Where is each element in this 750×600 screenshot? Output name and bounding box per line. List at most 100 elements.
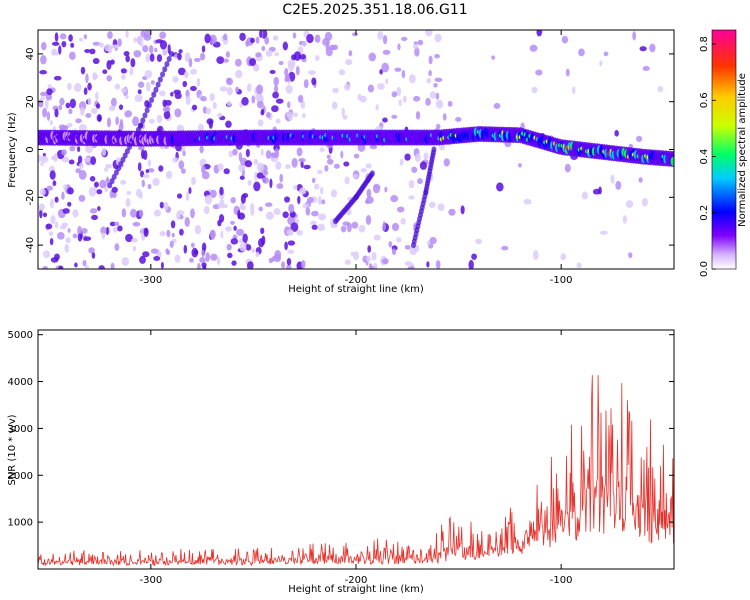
heatmap-cell [216,256,221,266]
heatmap-cell [51,41,60,46]
heatmap-cell [150,248,159,254]
heatmap-cell [239,242,247,252]
heatmap-cell [223,58,229,63]
heatmap-cell [68,34,73,42]
heatmap-cell [303,79,309,89]
heatmap-cell [50,215,56,225]
heatmap-cell [190,68,197,75]
heatmap-cell [49,119,53,126]
heatmap-cell [435,99,444,109]
heatmap-cell [614,129,619,137]
heatmap-cell [429,91,437,99]
heatmap-cell [641,197,648,207]
heatmap-cell [142,45,149,53]
heatmap-cell [428,70,432,77]
heatmap-cell [628,252,633,259]
heatmap-cell [265,211,274,220]
heatmap-cell [139,255,146,264]
heatmap-cell [69,98,76,109]
heatmap-cell [373,234,381,241]
heatmap-cell [145,53,151,63]
heatmap-cell [250,203,255,210]
heatmap-cell [326,41,330,50]
heatmap-cell [144,107,150,114]
heatmap-cell [382,221,386,231]
heatmap-cell [603,51,609,57]
heatmap-cell [132,245,137,252]
heatmap-cell [455,117,462,122]
colorbar-tick-label: 0.6 [699,92,710,108]
heatmap-cell [168,50,174,57]
heatmap-cell [121,74,126,80]
heatmap-cell [253,181,261,192]
heatmap-cell [97,206,101,211]
heatmap-cell [260,148,264,156]
heatmap-cell [159,31,167,39]
heatmap-cell [352,251,360,261]
heatmap-cell [367,84,375,93]
heatmap-cell [185,191,190,202]
colorbar-tick-label: 0.2 [699,205,710,221]
heatmap-cell [67,187,74,195]
heatmap-cell [147,159,152,167]
heatmap-cell [439,143,445,151]
heatmap-cell [536,30,543,37]
heatmap-cell [357,93,362,101]
heatmap-cell [225,51,230,58]
heatmap-cell [434,33,442,43]
heatmap-cell [92,72,97,81]
heatmap-cell [301,260,306,269]
heatmap-cell [166,229,171,238]
y-tick-label: -20 [25,189,36,205]
heatmap-cell [67,82,72,91]
heatmap-cell [80,106,85,116]
heatmap-cell [288,111,293,121]
heatmap-cell [68,51,76,61]
heatmap-cell [240,194,246,204]
heatmap-cell [49,170,56,180]
heatmap-cell [346,222,352,233]
heatmap-cell [244,160,253,168]
heatmap-cell [142,173,150,179]
heatmap-cell [212,101,217,110]
heatmap-cell [39,208,43,219]
heatmap-cell [321,199,326,205]
heatmap-cell [284,68,289,77]
heatmap-cell [199,257,206,263]
heatmap-cell [138,122,144,129]
heatmap-cell [89,48,96,55]
heatmap-cell [42,189,46,195]
heatmap-cell [200,96,207,102]
heatmap-cell [302,113,306,119]
heatmap-cell [68,159,75,165]
y-tick-label: 40 [25,48,36,61]
heatmap-cell [447,100,453,107]
heatmap-cell [52,126,57,131]
heatmap-cell [260,227,265,235]
heatmap-cell [52,180,57,187]
heatmap-cell [423,152,429,160]
heatmap-cell [249,58,257,66]
heatmap-cell [625,200,634,209]
heatmap-cell [166,249,171,256]
heatmap-cell [63,184,68,190]
heatmap-cell [642,65,650,72]
heatmap-cell [275,118,281,124]
heatmap-cell [419,161,427,170]
heatmap-cell [88,247,95,254]
heatmap-cell [307,196,314,204]
heatmap-cell [223,33,228,41]
heatmap-cell [235,58,242,67]
heatmap-cell [57,231,65,240]
heatmap-cell [160,261,164,269]
heatmap-cell [51,155,57,161]
heatmap-cell [142,251,150,258]
heatmap-cell [58,265,64,269]
heatmap-cell [145,169,149,174]
heatmap-cell [535,69,543,76]
heatmap-cell [401,70,406,79]
heatmap-cell [428,201,436,209]
x-tick-label: -300 [139,275,162,286]
heatmap-cell [117,38,122,47]
heatmap-cell [78,194,86,202]
